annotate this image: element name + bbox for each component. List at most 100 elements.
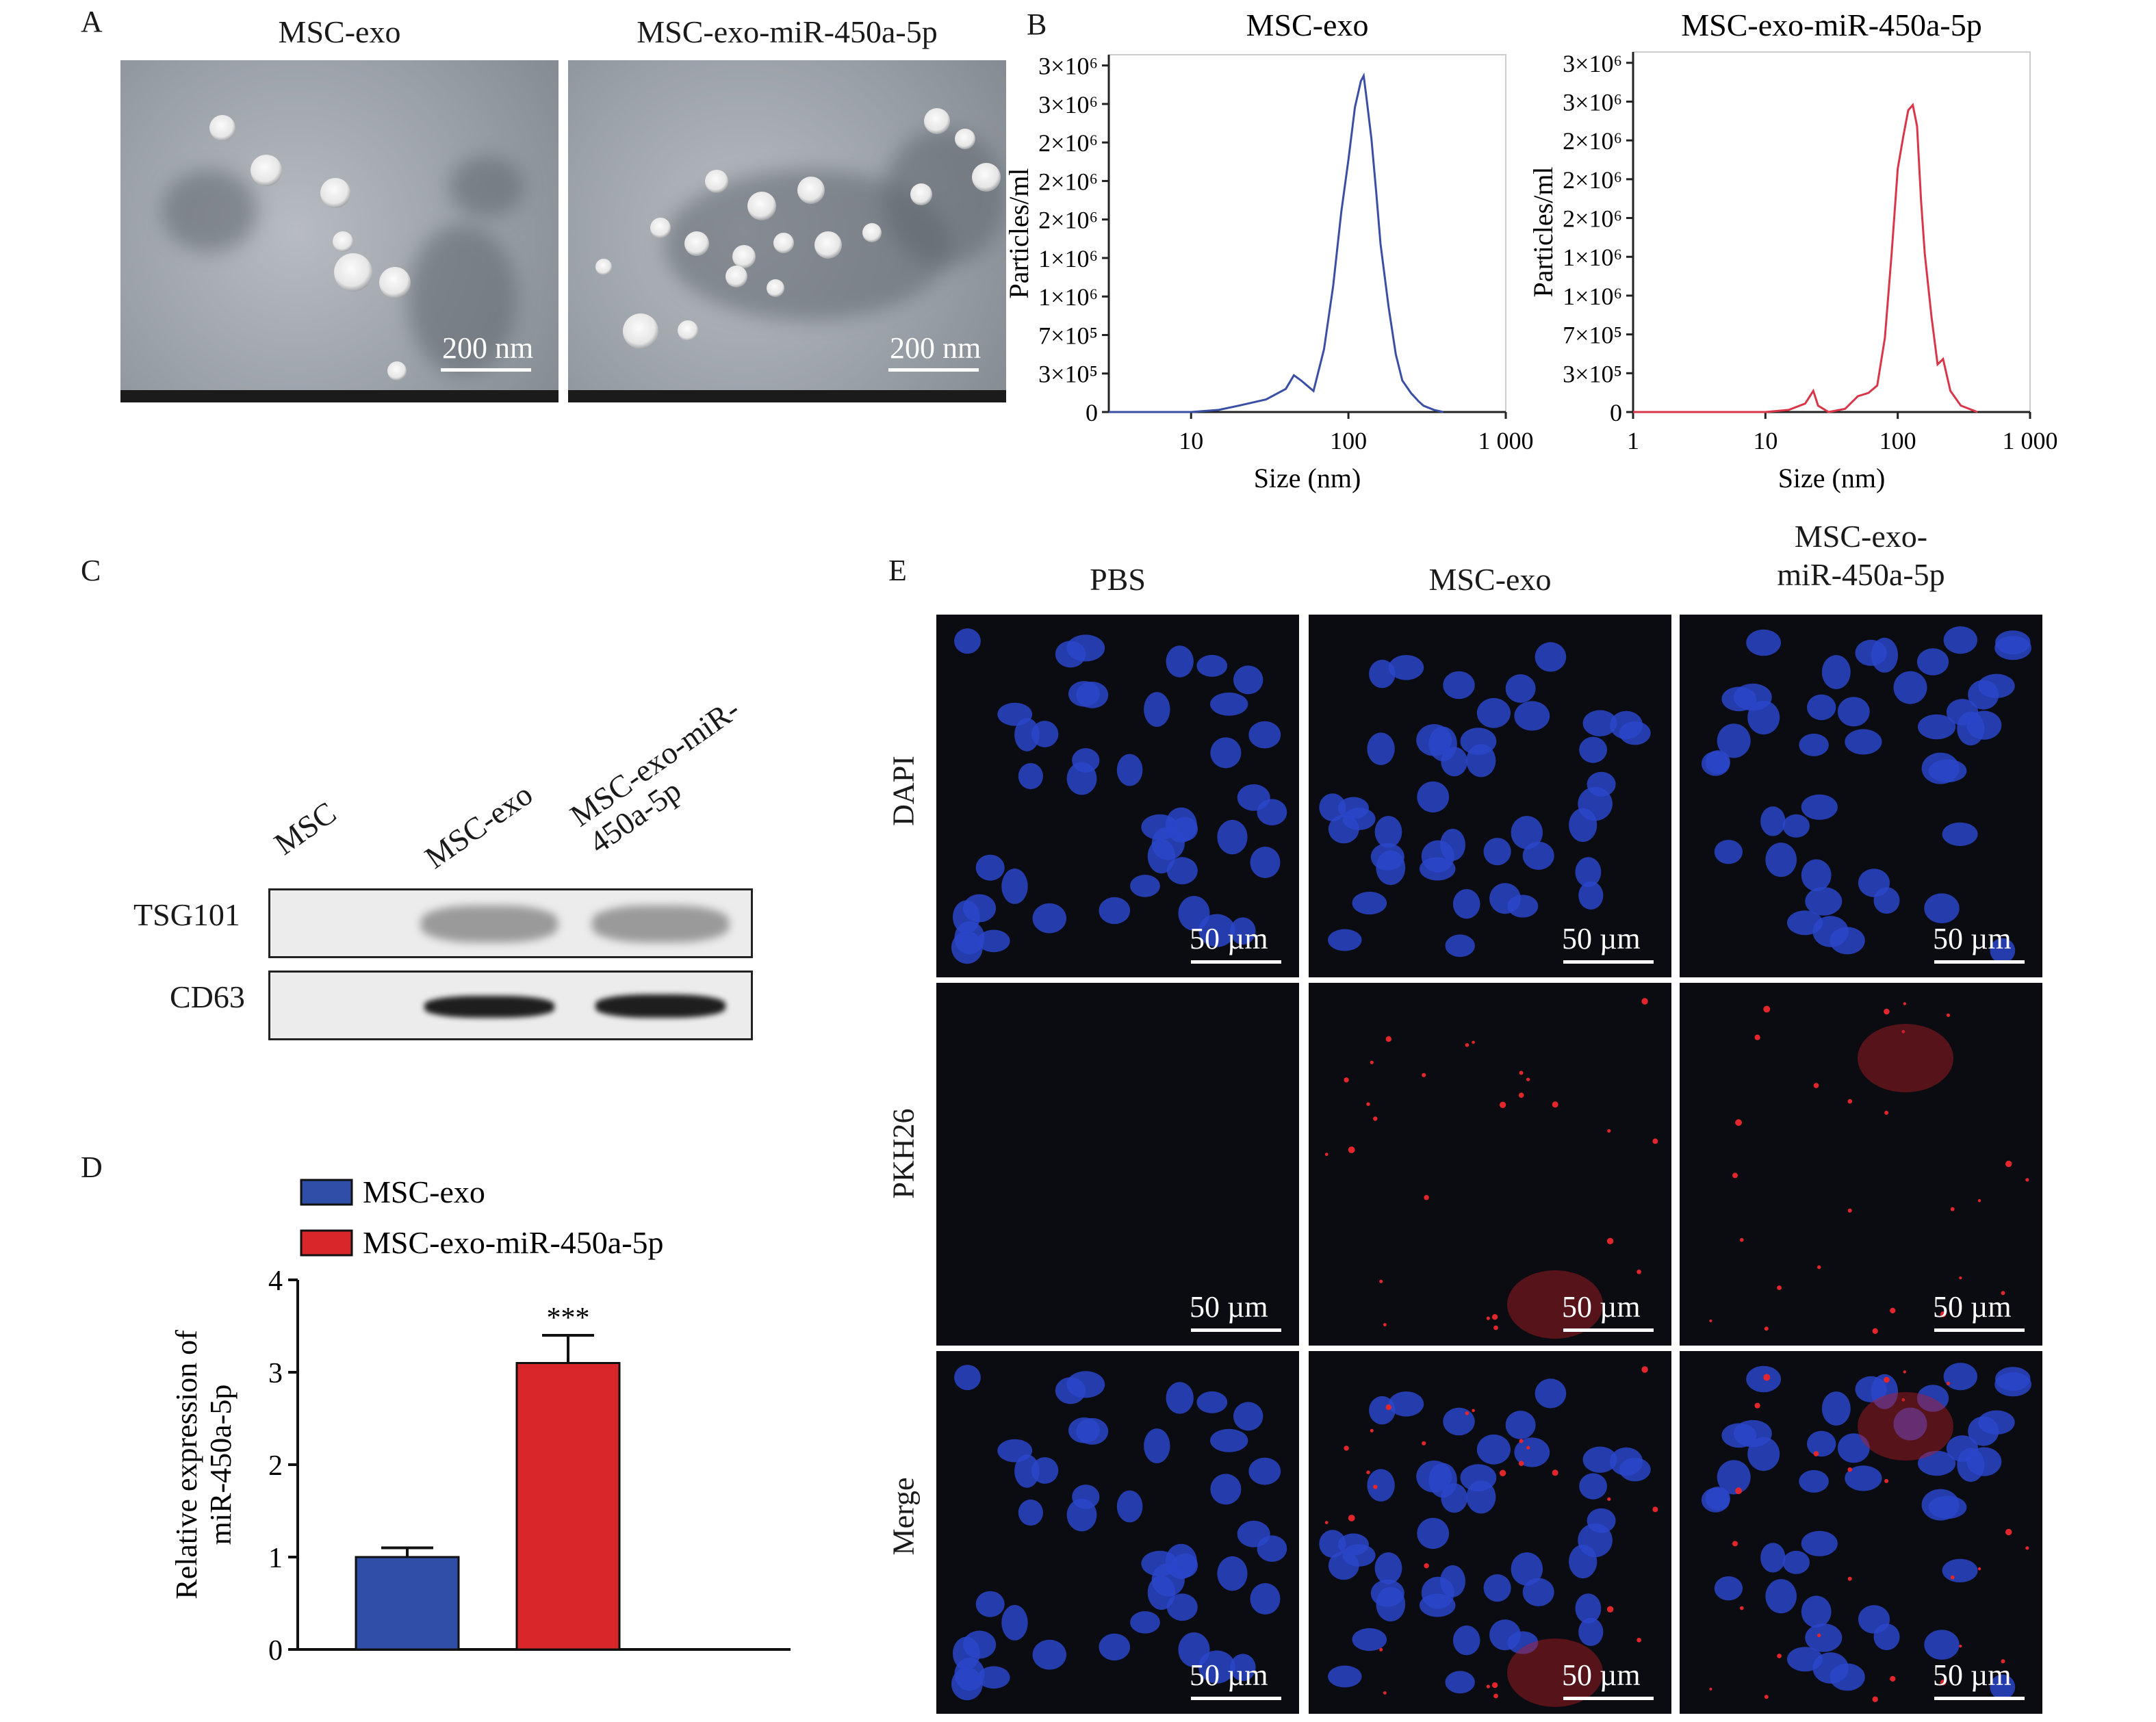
pkh26-dot: [1606, 1606, 1614, 1612]
nucleus: [1248, 1457, 1281, 1485]
nta-y-tick-label: 2×10⁶: [1563, 205, 1622, 233]
nucleus: [1460, 1464, 1497, 1491]
fluor-scale-bar: [1563, 960, 1654, 964]
pkh26-dot: [1486, 1316, 1490, 1320]
pkh26-dot: [1607, 1129, 1611, 1133]
pkh26-dot: [1370, 1060, 1374, 1064]
pkh26-dot: [1370, 1428, 1374, 1432]
nta-title: MSC-exo-miR-450a-5p: [1681, 8, 1982, 42]
nucleus: [1352, 891, 1387, 915]
nucleus: [1511, 816, 1543, 849]
pkh26-dot: [1385, 1036, 1391, 1042]
nucleus: [1367, 732, 1395, 765]
nucleus: [1237, 784, 1270, 811]
nucleus: [1575, 857, 1602, 887]
nucleus: [1230, 1654, 1256, 1682]
bar-y-label: miR-450a-5p: [204, 1385, 238, 1545]
nucleus: [1569, 808, 1597, 843]
pkh26-dot: [1641, 998, 1648, 1005]
nucleus: [1990, 1674, 2016, 1700]
nucleus: [975, 1591, 1005, 1617]
pkh26-dot: [1847, 1467, 1853, 1472]
fluor-scale-label: 50 µm: [1190, 1658, 1268, 1692]
pkh26-dot: [1552, 1101, 1558, 1108]
pkh26-dot: [1777, 1654, 1782, 1658]
nucleus: [1230, 917, 1256, 945]
nucleus: [1151, 827, 1185, 860]
pkh26-dot: [1366, 1102, 1370, 1106]
legend-label: MSC-exo: [363, 1174, 485, 1209]
pkh26-dot: [1324, 1153, 1329, 1156]
pkh26-dot: [1817, 1265, 1821, 1270]
pkh26-dot: [1740, 1237, 1744, 1242]
nucleus: [1417, 781, 1450, 813]
nucleus: [1782, 1550, 1810, 1574]
nucleus: [1489, 883, 1521, 914]
nta-x-tick-label: 10: [1753, 427, 1778, 454]
pkh26-dot: [1940, 1311, 1947, 1318]
nucleus: [1210, 737, 1242, 769]
nucleus: [1198, 1650, 1235, 1684]
nucleus: [1855, 639, 1887, 666]
nucleus: [1855, 1376, 1887, 1402]
nta-x-label: Size (nm): [1778, 463, 1886, 493]
nucleus: [1166, 1382, 1194, 1414]
nucleus: [1942, 1558, 1978, 1582]
nucleus: [1248, 721, 1281, 749]
nucleus: [1001, 869, 1028, 904]
pkh26-dot: [1847, 1098, 1853, 1104]
fluor-scale-bar: [1563, 1328, 1654, 1332]
nta-y-label: Particles/ml: [1528, 166, 1558, 297]
nucleus: [1250, 847, 1281, 878]
fluor-cells: [951, 1365, 1287, 1701]
fluor-scale-label: 50 µm: [1190, 922, 1268, 955]
pkh26-dot: [1901, 1398, 1905, 1402]
fluor-scale-bar: [1191, 1697, 1281, 1700]
pkh26-cluster: [1507, 1270, 1603, 1339]
nucleus: [1440, 1565, 1465, 1597]
nucleus: [1445, 934, 1475, 958]
pkh26-dot: [1946, 1013, 1951, 1017]
nucleus: [1055, 641, 1086, 668]
nucleus: [1001, 1605, 1028, 1641]
nucleus: [1250, 1583, 1281, 1615]
pkh26-dot: [1493, 1693, 1498, 1699]
pkh26-dot: [1754, 1034, 1760, 1040]
fluor-scale-bar: [1934, 1697, 2025, 1700]
pkh26-dot: [1422, 1441, 1426, 1445]
nucleus: [1369, 1396, 1396, 1425]
nucleus: [1978, 1410, 2015, 1435]
nta-y-tick-label: 1×10⁶: [1038, 245, 1098, 272]
nucleus: [1233, 1402, 1263, 1431]
nucleus: [1237, 1520, 1270, 1547]
nucleus: [1014, 1454, 1040, 1488]
fluor-image-pkh26-msc-exo-mir: 50 µm: [1680, 983, 2042, 1346]
fluor-cells: [1319, 642, 1651, 958]
nucleus: [1452, 1625, 1480, 1656]
fluor-col-msc-exo-mir: MSC-exo- miR-450a-5p: [1777, 519, 1945, 592]
nta-chart-msc-exo: MSC-exo 0 3×10⁵ 7×10⁵ 1×10⁶ 1×10⁶ 2×10⁶ 2×10⁶ 2×…: [1003, 8, 1534, 493]
pkh26-dot: [1348, 1146, 1355, 1153]
nta-x-tick-label: 100: [1879, 427, 1916, 454]
nucleus: [1845, 729, 1882, 755]
nucleus: [1717, 1460, 1751, 1495]
nucleus: [1099, 897, 1131, 925]
pkh26-dot: [1754, 1402, 1760, 1409]
nucleus: [1166, 857, 1198, 885]
bar-y-label: Relative expression of: [170, 1330, 203, 1599]
nucleus: [1443, 1407, 1475, 1436]
nucleus: [1535, 1378, 1567, 1409]
nucleus: [1319, 793, 1346, 821]
fluor-cells: [1701, 1363, 2031, 1702]
pkh26-dot: [1890, 1307, 1896, 1313]
nta-y-tick-label: 3×10⁶: [1563, 50, 1622, 77]
bar-y-tick-label: 0: [268, 1635, 283, 1667]
pkh26-dot: [1493, 1325, 1498, 1331]
pkh26-dot: [1499, 1469, 1506, 1476]
panel-label-c: C: [81, 554, 101, 587]
nucleus: [1799, 1469, 1829, 1493]
pkh26-dot: [1813, 1083, 1819, 1088]
nucleus: [1966, 710, 2002, 740]
nta-y-tick-label: 2×10⁶: [1563, 127, 1622, 155]
nucleus: [1619, 1458, 1651, 1482]
